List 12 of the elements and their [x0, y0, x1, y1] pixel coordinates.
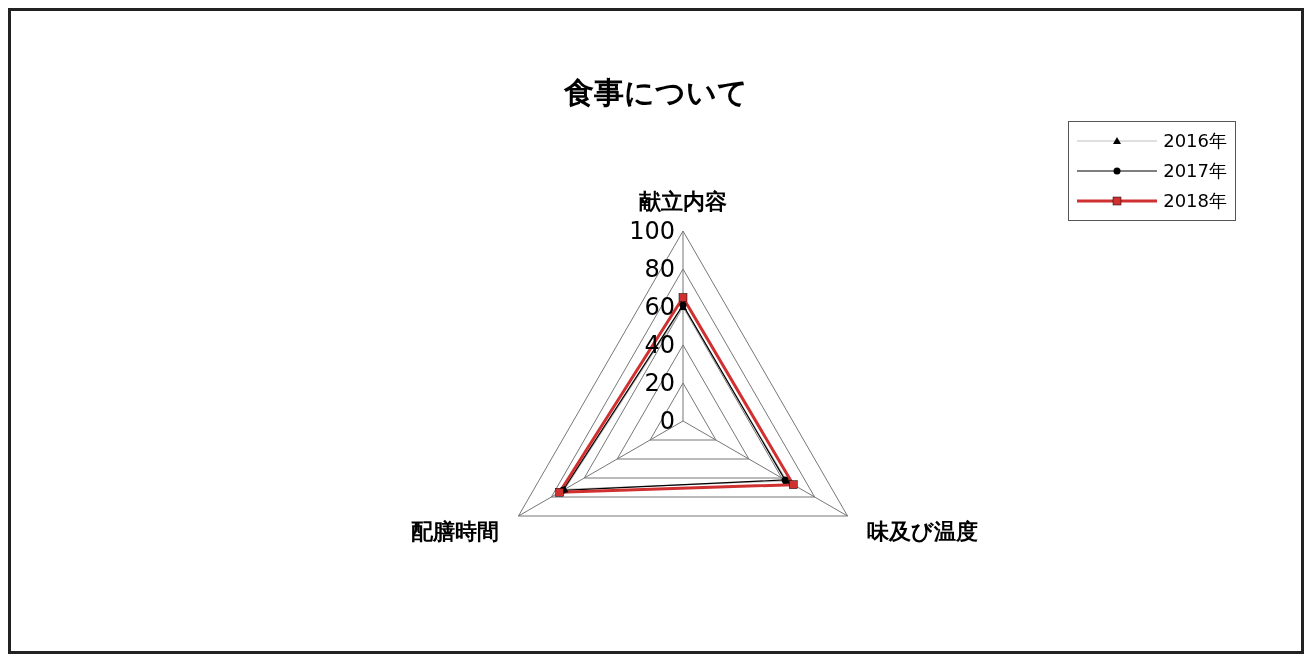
y-tick-label: 100: [629, 217, 675, 245]
spoke-label: 献立内容: [639, 188, 727, 214]
spoke-label: 配膳時間: [411, 518, 500, 544]
y-tick-label: 60: [644, 293, 675, 321]
legend-label: 2018年: [1163, 189, 1227, 213]
y-tick-label: 80: [644, 255, 675, 283]
chart-title: 食事について: [563, 74, 749, 112]
y-tick-label: 0: [659, 407, 675, 435]
spoke-label: 味及び温度: [866, 518, 978, 544]
y-tick-label: 20: [644, 369, 675, 397]
legend-label: 2016年: [1163, 129, 1227, 153]
legend-label: 2017年: [1163, 159, 1227, 183]
